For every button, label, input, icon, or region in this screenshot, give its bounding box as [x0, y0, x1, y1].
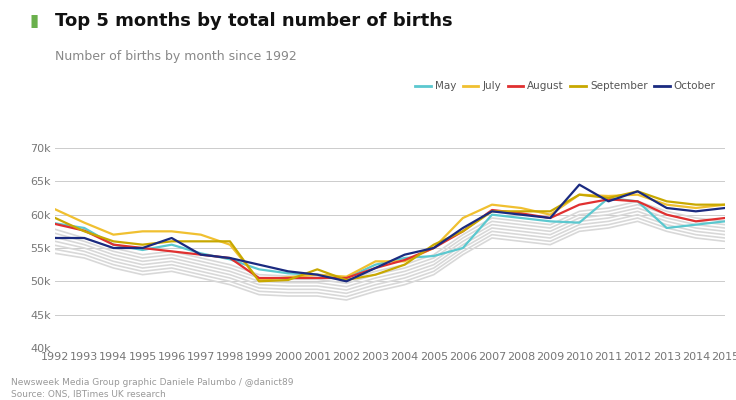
Text: ▮: ▮ — [29, 12, 38, 30]
Text: MEDIA: MEDIA — [690, 380, 708, 385]
Text: Top 5 months by total number of births: Top 5 months by total number of births — [55, 12, 453, 30]
Text: Source: ONS, IBTimes UK research: Source: ONS, IBTimes UK research — [11, 390, 166, 399]
Text: N: N — [637, 369, 654, 387]
Text: Newsweek Media Group graphic Daniele Palumbo / @danict89: Newsweek Media Group graphic Daniele Pal… — [11, 378, 294, 387]
Text: WEEK: WEEK — [691, 372, 707, 377]
Text: GROUP: GROUP — [689, 388, 709, 393]
Text: NEWS: NEWS — [690, 364, 707, 369]
Legend: May, July, August, September, October: May, July, August, September, October — [411, 77, 720, 96]
Text: Number of births by month since 1992: Number of births by month since 1992 — [55, 50, 297, 63]
